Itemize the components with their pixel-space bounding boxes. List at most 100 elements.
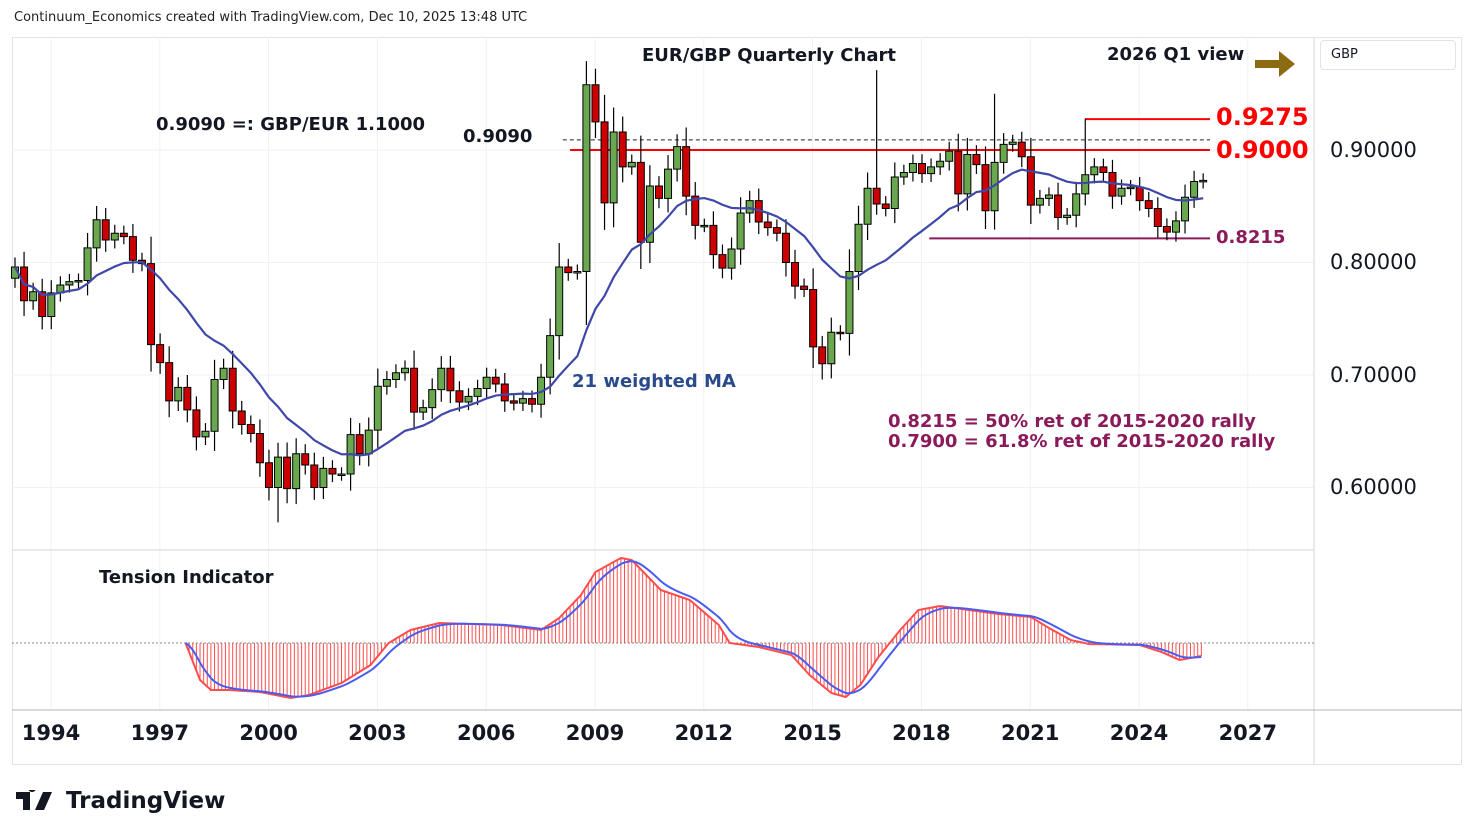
candle-body <box>264 462 273 488</box>
candle-2017Q3 <box>899 164 908 185</box>
tradingview-logo-icon <box>16 790 52 810</box>
candle-1997Q2 <box>165 346 174 418</box>
candle-2006Q3 <box>500 373 509 412</box>
candle-body <box>119 232 128 238</box>
candle-body <box>936 160 945 168</box>
indicator-title: Tension Indicator <box>99 567 274 588</box>
candle-body <box>382 379 391 387</box>
candle-2016Q3 <box>863 172 872 240</box>
candle-body <box>1162 226 1171 233</box>
parity-note: 0.9090 =: GBP/EUR 1.1000 <box>156 114 426 135</box>
candle-body <box>945 150 954 162</box>
candle-1997Q3 <box>174 377 183 411</box>
candle-2010Q2 <box>636 135 645 269</box>
candle-body <box>618 131 627 168</box>
weighted-ma-line <box>14 168 1204 457</box>
candle-2008Q2 <box>564 258 573 281</box>
candle-body <box>573 271 582 274</box>
candle-1993Q4 <box>38 278 47 330</box>
candle-2008Q3 <box>573 264 582 280</box>
candle-body <box>772 227 781 234</box>
candle-1996Q1 <box>119 225 128 245</box>
candle-1995Q2 <box>92 205 101 262</box>
candle-body <box>600 121 609 204</box>
candle-body <box>872 187 881 205</box>
arrow-right-icon <box>1255 51 1295 77</box>
candle-2018Q1 <box>918 154 926 183</box>
candle-1998Q1 <box>192 396 201 451</box>
view-label: 2026 Q1 view <box>1107 44 1245 65</box>
candle-2020Q3 <box>1008 134 1017 152</box>
candle-body <box>464 395 473 403</box>
candle-2014Q1 <box>772 219 781 242</box>
candle-2020Q1 <box>990 93 999 230</box>
candle-2018Q2 <box>927 158 936 183</box>
candle-body <box>836 331 845 335</box>
candle-body <box>972 154 981 166</box>
candle-body <box>328 467 337 475</box>
x-tick: 2024 <box>1109 721 1169 745</box>
candle-2022Q2 <box>1072 181 1081 228</box>
candle-body <box>401 367 410 374</box>
candle-body <box>1117 187 1126 197</box>
candle-2003Q1 <box>373 368 382 448</box>
retracement-618-note: 0.7900 = 61.8% ret of 2015-2020 rally <box>888 431 1276 452</box>
ma-label: 21 weighted MA <box>572 371 736 392</box>
candle-2017Q4 <box>908 154 917 182</box>
candle-1994Q3 <box>65 274 74 293</box>
tension-indicator <box>184 556 1202 700</box>
candle-body <box>437 367 446 391</box>
candle-1996Q2 <box>128 223 137 273</box>
candle-2004Q4 <box>437 356 446 402</box>
currency-label[interactable]: GBP <box>1320 40 1456 70</box>
candle-2012Q2 <box>709 211 718 269</box>
candle-1997Q1 <box>156 333 165 374</box>
candle-2013Q2 <box>745 190 754 223</box>
candle-2005Q2 <box>455 381 464 412</box>
candle-body <box>591 84 600 123</box>
candle-2025Q4 <box>1199 173 1208 189</box>
candle-body <box>1153 208 1162 227</box>
candle-2001Q4 <box>328 460 337 483</box>
candle-2002Q4 <box>364 417 373 467</box>
level-label-0.9000: 0.9000 <box>1216 136 1309 164</box>
candle-2009Q4 <box>618 116 627 183</box>
candle-body <box>192 409 201 438</box>
candle-body <box>1199 179 1208 183</box>
candle-body <box>473 388 482 397</box>
candle-2025Q1 <box>1171 211 1180 242</box>
candle-body <box>1181 196 1190 222</box>
candle-body <box>791 262 800 287</box>
candle-body <box>110 232 119 241</box>
candle-2020Q2 <box>999 133 1008 174</box>
candle-2000Q2 <box>274 442 283 523</box>
candle-body <box>274 456 283 488</box>
candle-body <box>1017 141 1026 158</box>
candle-2013Q4 <box>763 213 772 236</box>
candle-2002Q3 <box>355 423 364 466</box>
candle-body <box>1190 181 1199 198</box>
candle-body <box>1054 194 1063 218</box>
candle-body <box>908 163 917 173</box>
candle-2004Q2 <box>419 399 428 420</box>
candle-2021Q1 <box>1026 137 1035 224</box>
candle-1994Q2 <box>56 276 65 302</box>
candle-2022Q1 <box>1063 207 1072 225</box>
candle-body <box>1063 214 1072 218</box>
candle-2018Q3 <box>936 153 945 176</box>
candle-2021Q3 <box>1044 187 1053 206</box>
candle-body <box>709 224 718 256</box>
candle-body <box>682 146 691 197</box>
tradingview-logo[interactable]: TradingView <box>16 788 225 814</box>
x-tick: 2000 <box>239 721 298 745</box>
candle-2011Q2 <box>673 134 682 182</box>
candle-body <box>29 291 38 302</box>
candle-body <box>1099 166 1108 173</box>
x-tick: 2027 <box>1218 721 1278 745</box>
x-tick: 2021 <box>1000 721 1060 745</box>
candle-2012Q3 <box>718 244 727 279</box>
candle-1995Q1 <box>83 232 92 296</box>
candle-1998Q3 <box>210 359 219 451</box>
candle-2001Q3 <box>319 456 328 500</box>
